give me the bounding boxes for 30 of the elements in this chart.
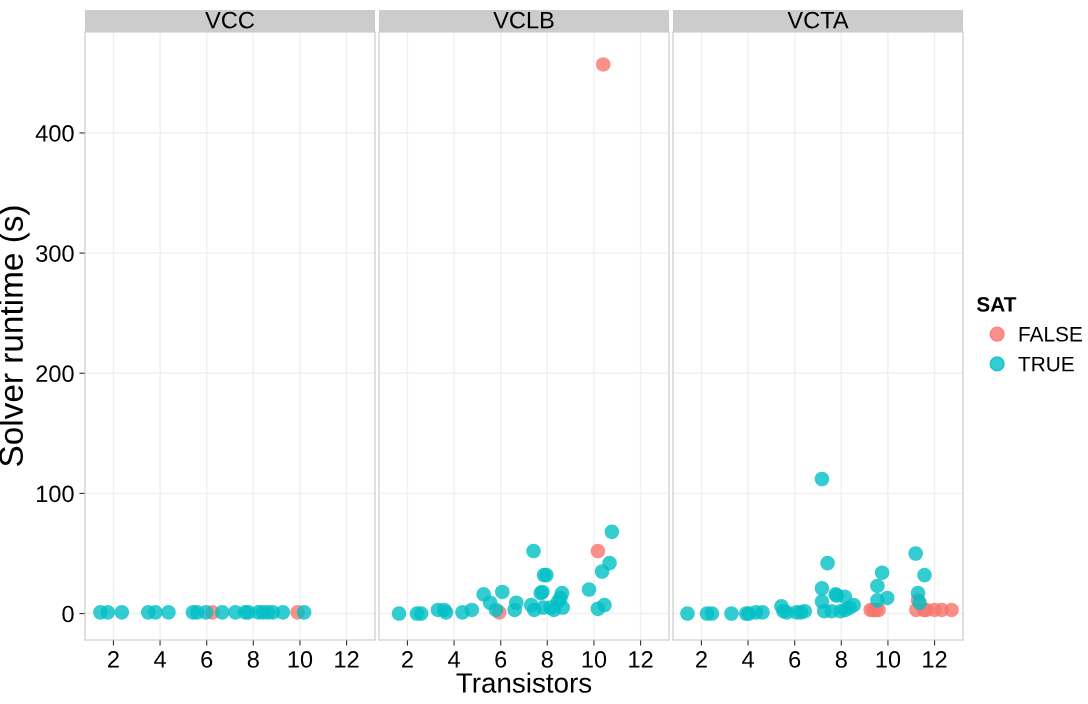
x-tick-label: 8 [835,651,847,668]
x-tick-label: 2 [402,651,413,668]
x-tick-label: 10 [876,651,901,668]
legend-label: FALSE [1019,326,1082,342]
x-tick-label: 12 [629,651,653,668]
y-tick-label: 0 [62,605,74,623]
x-tick-label: 12 [335,651,359,668]
x-axis-title: Transistors [456,672,592,693]
x-tick-label: 4 [448,651,460,668]
chart-title: VCLB [493,11,554,29]
x-tick-label: 2 [108,651,119,668]
y-tick-label: 100 [36,485,74,503]
x-tick-label: 10 [582,651,607,668]
y-tick-label: 200 [36,365,74,383]
x-tick-label: 12 [923,651,947,668]
y-tick-label: 300 [36,245,74,262]
x-tick-label: 6 [495,651,507,668]
x-tick-label: 4 [742,651,754,668]
chart-title: VCC [205,11,255,29]
x-tick-label: 8 [541,651,553,668]
x-tick-label: 6 [201,651,213,668]
x-tick-label: 8 [247,651,259,668]
y-tick-label: 400 [35,125,74,142]
x-tick-label: 6 [789,651,801,668]
legend-label: TRUE [1018,356,1074,372]
x-tick-label: 2 [696,651,707,668]
x-tick-label: 4 [154,651,166,668]
chart-title: VCTA [787,11,849,29]
x-tick-label: 10 [288,651,313,668]
legend-title: SAT [976,297,1017,312]
